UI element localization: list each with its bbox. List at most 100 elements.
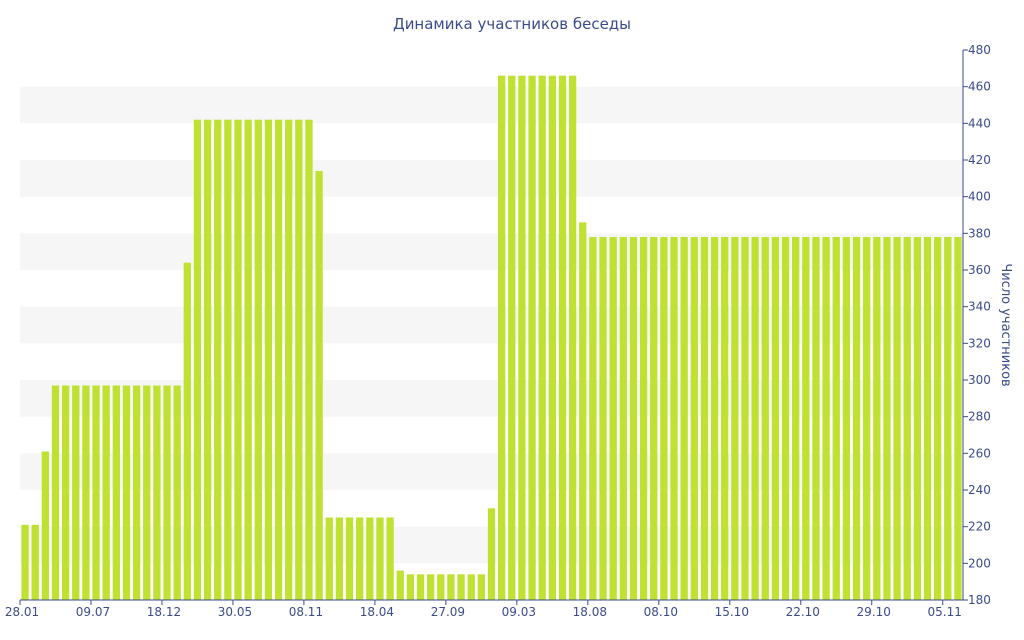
bar [568,75,577,601]
bar [183,262,191,600]
bar [41,451,49,600]
bar [356,517,364,600]
bar [406,574,415,600]
x-tick-label: 08.10 [644,605,678,619]
bar [538,75,546,601]
grid-band [20,306,963,344]
y-tick-label: 400 [968,190,991,204]
bar [254,119,262,601]
x-tick-label: 18.04 [360,605,394,619]
bar [173,385,181,600]
bar [193,119,202,601]
bar [366,517,374,600]
x-tick-label: 30.05 [218,605,252,619]
bar [873,237,881,600]
x-tick-label: 29.10 [857,605,891,619]
x-tick-label: 18.12 [147,605,181,619]
bar [721,237,729,600]
bar [396,570,404,600]
bar [934,237,942,600]
x-tick-label: 27.09 [431,605,465,619]
bar [609,237,617,600]
bar [112,385,120,600]
bar [132,385,141,600]
bar [518,75,526,601]
bar [386,517,394,600]
bar [325,517,333,600]
bar [528,75,536,601]
bar [274,119,283,601]
bar [477,574,486,600]
bar [558,75,567,601]
bar [700,237,709,600]
x-tick-label: 09.03 [502,605,536,619]
y-tick-label: 340 [968,300,991,314]
bar [31,524,39,600]
grid-band [20,160,963,197]
grid-band [20,453,963,490]
bar [437,574,445,600]
y-tick-label: 220 [968,520,991,534]
bar [376,517,384,600]
x-ticks: 28.01 09.07 18.12 30.05 08.11 18.04 27.09 09.03… [5,600,962,619]
bar [264,119,273,601]
x-tick-label: 18.08 [573,605,607,619]
bar [224,119,232,601]
bar [122,385,131,600]
grid-bands [20,86,963,564]
bar [457,574,465,600]
bar [163,385,171,600]
bar [508,75,516,601]
bar [61,385,70,600]
bar [639,237,648,600]
bar [650,237,658,600]
bar [802,237,810,600]
bar [629,237,638,600]
bars [21,75,962,601]
y-tick-label: 480 [968,43,991,57]
bar [21,524,29,600]
y-tick-label: 240 [968,483,991,497]
bar [781,237,790,600]
bar [883,237,891,600]
grid-band [20,86,963,124]
bar [589,237,597,600]
x-tick-label: 09.07 [76,605,110,619]
x-tick-label: 28.01 [5,605,39,619]
y-ticks: 180 200 220 240 260 280 300 320 340 360 380 400 420 4… [963,43,991,607]
bar [335,517,344,600]
bar [690,237,698,600]
y-tick-label: 320 [968,336,991,350]
y-tick-label: 420 [968,153,991,167]
bar [234,119,242,601]
bar [599,237,607,600]
bar [487,508,496,600]
bar [548,75,556,601]
grid-band [20,233,963,270]
bar [102,385,110,600]
bar [244,119,252,601]
bar [710,237,719,600]
bar [579,222,587,600]
y-tick-label: 180 [968,593,991,607]
x-tick-label: 22.10 [786,605,820,619]
bar [660,237,668,600]
chart-title: Динамика участников беседы [393,15,631,33]
bar [954,237,962,600]
y-tick-label: 200 [968,556,991,570]
bar [143,385,151,600]
bar [203,119,212,601]
y-tick-label: 460 [968,80,991,94]
bar [670,237,678,600]
x-tick-label: 05.11 [928,605,962,619]
bar [51,385,60,600]
y-axis-label: Число участников [998,263,1013,386]
y-tick-label: 300 [968,373,991,387]
bar [731,237,739,600]
bar [812,237,820,600]
y-tick-label: 280 [968,410,991,424]
bar [305,119,313,601]
bar [153,385,161,600]
bar [295,119,303,601]
bar [923,237,932,600]
